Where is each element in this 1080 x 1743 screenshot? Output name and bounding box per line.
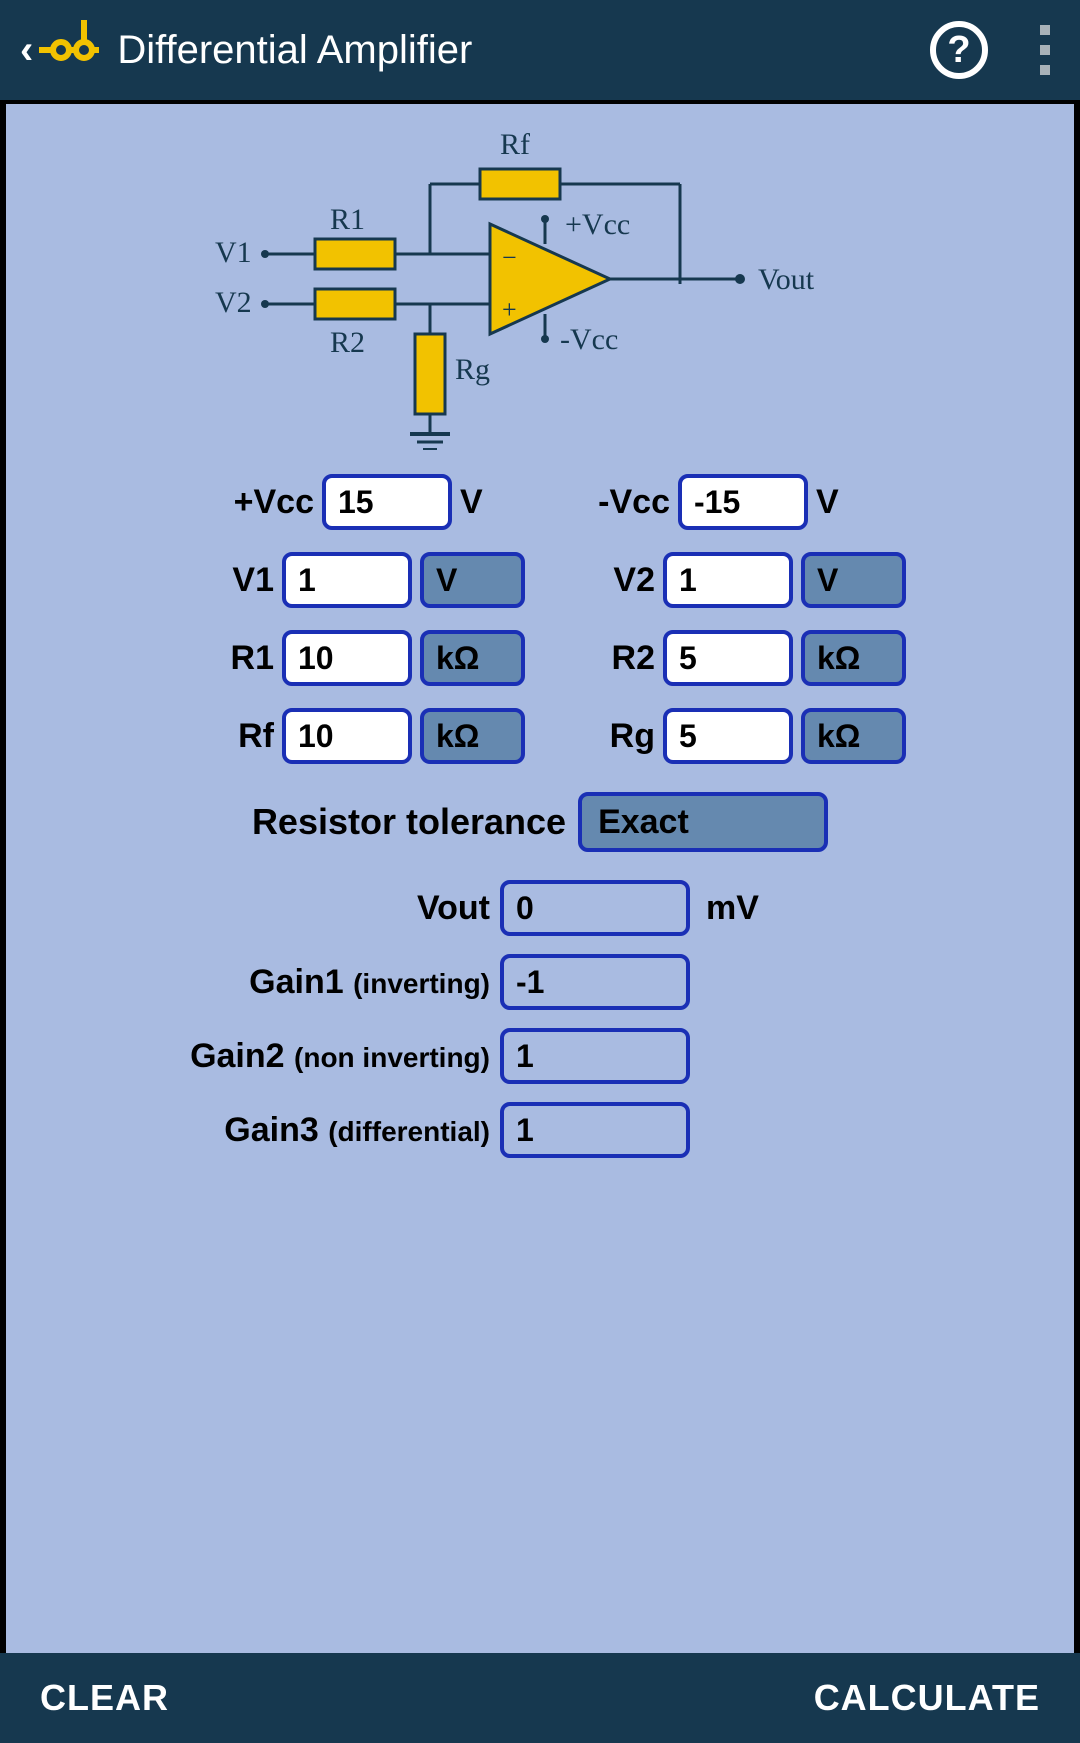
output-gain2: Gain2 (non inverting) bbox=[190, 1028, 890, 1084]
gain2-sublabel: (non inverting) bbox=[294, 1042, 490, 1073]
app-header: ‹ Differential Amplifier ? bbox=[0, 0, 1080, 100]
vcc-pos-label: +Vcc bbox=[214, 483, 314, 522]
rf-label: Rf bbox=[174, 717, 274, 756]
r1-input[interactable] bbox=[282, 630, 412, 686]
field-rf: Rf kΩ bbox=[174, 708, 525, 764]
vcc-pos-unit: V bbox=[460, 483, 510, 522]
vcc-pos-input[interactable] bbox=[322, 474, 452, 530]
diagram-label-rf: Rf bbox=[500, 128, 530, 161]
vout-unit: mV bbox=[706, 889, 759, 928]
diagram-label-vcc-pos: +Vcc bbox=[565, 208, 630, 241]
footer-bar: CLEAR CALCULATE bbox=[0, 1653, 1080, 1743]
clear-button[interactable]: CLEAR bbox=[40, 1677, 169, 1719]
rf-unit-select[interactable]: kΩ bbox=[420, 708, 525, 764]
tolerance-select[interactable]: Exact bbox=[578, 792, 828, 852]
r1-label: R1 bbox=[174, 639, 274, 678]
vcc-neg-input[interactable] bbox=[678, 474, 808, 530]
diagram-label-rg: Rg bbox=[455, 353, 490, 386]
output-vout: Vout mV bbox=[190, 880, 890, 936]
r2-label: R2 bbox=[585, 639, 655, 678]
field-v1: V1 V bbox=[174, 552, 525, 608]
vcc-neg-label: -Vcc bbox=[570, 483, 670, 522]
diagram-label-v2: V2 bbox=[215, 286, 252, 319]
output-gain1: Gain1 (inverting) bbox=[190, 954, 890, 1010]
help-icon[interactable]: ? bbox=[930, 21, 988, 79]
rf-input[interactable] bbox=[282, 708, 412, 764]
r2-unit-select[interactable]: kΩ bbox=[801, 630, 906, 686]
field-rg: Rg kΩ bbox=[585, 708, 906, 764]
v2-unit-select[interactable]: V bbox=[801, 552, 906, 608]
diagram-label-r1: R1 bbox=[330, 203, 365, 236]
diagram-minus-terminal: − bbox=[502, 243, 517, 272]
rg-label: Rg bbox=[585, 717, 655, 756]
gain2-label: Gain2 bbox=[190, 1037, 284, 1075]
output-gain3: Gain3 (differential) bbox=[190, 1102, 890, 1158]
gain1-label: Gain1 bbox=[249, 963, 343, 1001]
v1-label: V1 bbox=[174, 561, 274, 600]
back-icon[interactable]: ‹ bbox=[20, 28, 33, 73]
v2-label: V2 bbox=[585, 561, 655, 600]
tolerance-label: Resistor tolerance bbox=[252, 801, 566, 843]
diagram-plus-terminal: + bbox=[502, 295, 517, 324]
circuit-diagram: V1 R1 Rf V2 R2 bbox=[26, 114, 1054, 454]
diagram-label-vcc-neg: -Vcc bbox=[560, 323, 618, 356]
rg-input[interactable] bbox=[663, 708, 793, 764]
output-section: Vout mV Gain1 (inverting) Gain2 (non inv… bbox=[26, 880, 1054, 1158]
field-r1: R1 kΩ bbox=[174, 630, 525, 686]
field-r2: R2 kΩ bbox=[585, 630, 906, 686]
field-vcc-neg: -Vcc V bbox=[570, 474, 866, 530]
gain3-output bbox=[500, 1102, 690, 1158]
vcc-neg-unit: V bbox=[816, 483, 866, 522]
field-v2: V2 V bbox=[585, 552, 906, 608]
vout-label: Vout bbox=[417, 889, 490, 927]
gain3-sublabel: (differential) bbox=[328, 1116, 490, 1147]
content-area: V1 R1 Rf V2 R2 bbox=[6, 104, 1074, 1653]
calculate-button[interactable]: CALCULATE bbox=[814, 1677, 1040, 1719]
diagram-label-v1: V1 bbox=[215, 236, 252, 269]
diagram-label-r2: R2 bbox=[330, 326, 365, 359]
page-title: Differential Amplifier bbox=[117, 28, 918, 73]
input-grid: +Vcc V -Vcc V V1 V V2 V bbox=[26, 474, 1054, 764]
tolerance-row: Resistor tolerance Exact bbox=[26, 792, 1054, 852]
rg-unit-select[interactable]: kΩ bbox=[801, 708, 906, 764]
gain3-label: Gain3 bbox=[224, 1111, 318, 1149]
diagram-label-vout: Vout bbox=[758, 263, 815, 296]
field-vcc-pos: +Vcc V bbox=[214, 474, 510, 530]
gain1-output bbox=[500, 954, 690, 1010]
v1-input[interactable] bbox=[282, 552, 412, 608]
app-icon bbox=[39, 20, 99, 80]
r2-input[interactable] bbox=[663, 630, 793, 686]
vout-output bbox=[500, 880, 690, 936]
v1-unit-select[interactable]: V bbox=[420, 552, 525, 608]
gain1-sublabel: (inverting) bbox=[353, 968, 490, 999]
r1-unit-select[interactable]: kΩ bbox=[420, 630, 525, 686]
gain2-output bbox=[500, 1028, 690, 1084]
overflow-menu-icon[interactable] bbox=[1040, 25, 1050, 75]
v2-input[interactable] bbox=[663, 552, 793, 608]
